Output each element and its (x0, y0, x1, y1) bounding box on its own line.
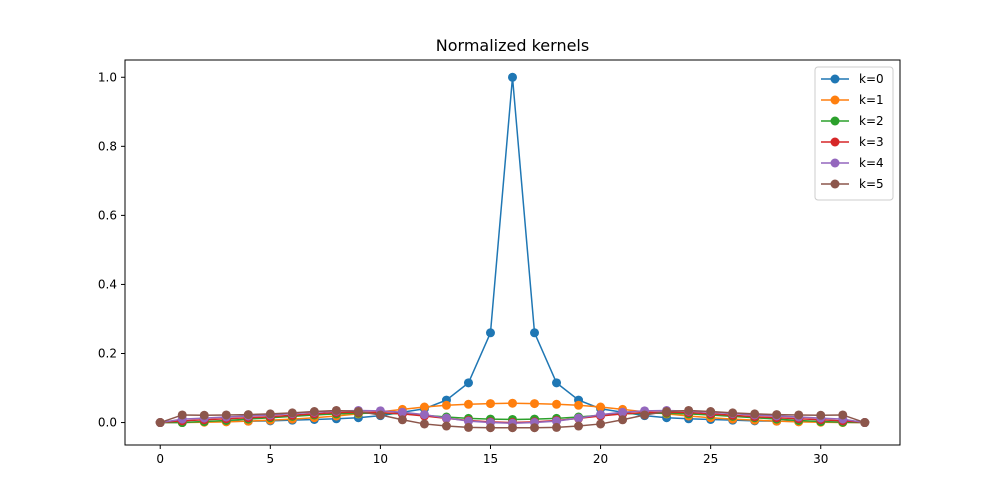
data-point (860, 418, 870, 428)
chart-title: Normalized kernels (436, 36, 589, 55)
data-point (508, 398, 517, 408)
data-point (485, 328, 495, 338)
data-point (552, 399, 562, 409)
legend-marker-swatch (830, 179, 840, 189)
series-markers-5 (155, 405, 870, 433)
data-point (463, 422, 473, 432)
legend-label: k=2 (859, 114, 884, 128)
data-point (485, 399, 495, 409)
data-point (199, 410, 209, 420)
data-point (596, 410, 606, 420)
legend-item: k=1 (821, 93, 884, 107)
data-point (596, 402, 606, 412)
data-point (177, 410, 187, 420)
data-point (552, 416, 562, 426)
legend-item: k=4 (821, 156, 884, 170)
legend-marker-swatch (830, 116, 840, 126)
x-tick-label: 20 (593, 452, 608, 466)
data-point (574, 400, 584, 410)
data-point (419, 419, 429, 429)
data-point (530, 423, 540, 433)
data-point (552, 422, 562, 432)
data-point (221, 410, 231, 420)
data-point (265, 409, 275, 419)
legend-label: k=3 (859, 135, 884, 149)
data-point (728, 408, 738, 418)
legend-item: k=0 (821, 72, 884, 86)
legend-marker-swatch (830, 95, 840, 105)
x-tick-label: 30 (813, 452, 828, 466)
data-point (463, 378, 473, 388)
y-tick-label: 1.0 (98, 70, 117, 84)
data-point (530, 399, 540, 409)
data-point (463, 399, 473, 409)
x-axis: 0 5 10 15 20 25 30 (156, 445, 828, 466)
y-tick-label: 0.0 (98, 416, 117, 430)
data-point (508, 423, 517, 433)
y-tick-label: 0.2 (98, 346, 117, 360)
legend-item: k=3 (821, 135, 884, 149)
x-tick-label: 25 (703, 452, 718, 466)
data-point (750, 409, 760, 419)
data-point (155, 418, 165, 428)
y-tick-label: 0.6 (98, 208, 117, 222)
x-tick-label: 5 (266, 452, 274, 466)
data-point (419, 410, 429, 420)
data-point (243, 410, 253, 420)
axes-frame (124, 59, 901, 446)
data-point (706, 407, 716, 417)
data-point (353, 407, 363, 417)
y-axis: 0.0 0.2 0.4 0.6 0.8 1.0 (98, 70, 125, 430)
data-point (287, 408, 297, 418)
y-tick-label: 0.8 (98, 139, 117, 153)
data-point (441, 400, 451, 410)
legend-label: k=1 (859, 93, 884, 107)
data-point (618, 407, 628, 417)
y-tick-label: 0.4 (98, 277, 117, 291)
legend-label: k=0 (859, 72, 884, 86)
data-point (618, 415, 628, 425)
data-point (838, 410, 848, 420)
data-point (375, 410, 385, 420)
legend-item: k=2 (821, 114, 884, 128)
data-point (508, 72, 517, 82)
legend-marker-swatch (830, 74, 840, 84)
data-point (794, 410, 804, 420)
data-point (441, 421, 451, 431)
data-point (530, 328, 540, 338)
x-tick-label: 15 (483, 452, 498, 466)
data-point (441, 413, 451, 423)
data-point (816, 410, 826, 420)
legend-marker-swatch (830, 158, 840, 168)
data-point (309, 407, 319, 417)
data-point (419, 402, 429, 412)
data-point (684, 405, 694, 415)
plot-markers (155, 72, 870, 433)
legend-item: k=5 (821, 177, 884, 191)
data-point (397, 407, 407, 417)
data-point (485, 423, 495, 433)
data-point (772, 410, 782, 420)
legend: k=0 k=1 k=2 k=3 k=4 k=5 (814, 66, 894, 201)
data-point (596, 419, 606, 429)
x-tick-label: 10 (373, 452, 388, 466)
data-point (640, 410, 650, 420)
data-point (397, 415, 407, 425)
data-point (552, 378, 562, 388)
x-tick-label: 0 (156, 452, 164, 466)
data-point (574, 413, 584, 423)
legend-label: k=5 (859, 177, 884, 191)
data-point (463, 416, 473, 426)
legend-label: k=4 (859, 156, 884, 170)
legend-marker-swatch (830, 137, 840, 147)
data-point (574, 421, 584, 431)
data-point (331, 405, 341, 415)
data-point (662, 407, 672, 417)
